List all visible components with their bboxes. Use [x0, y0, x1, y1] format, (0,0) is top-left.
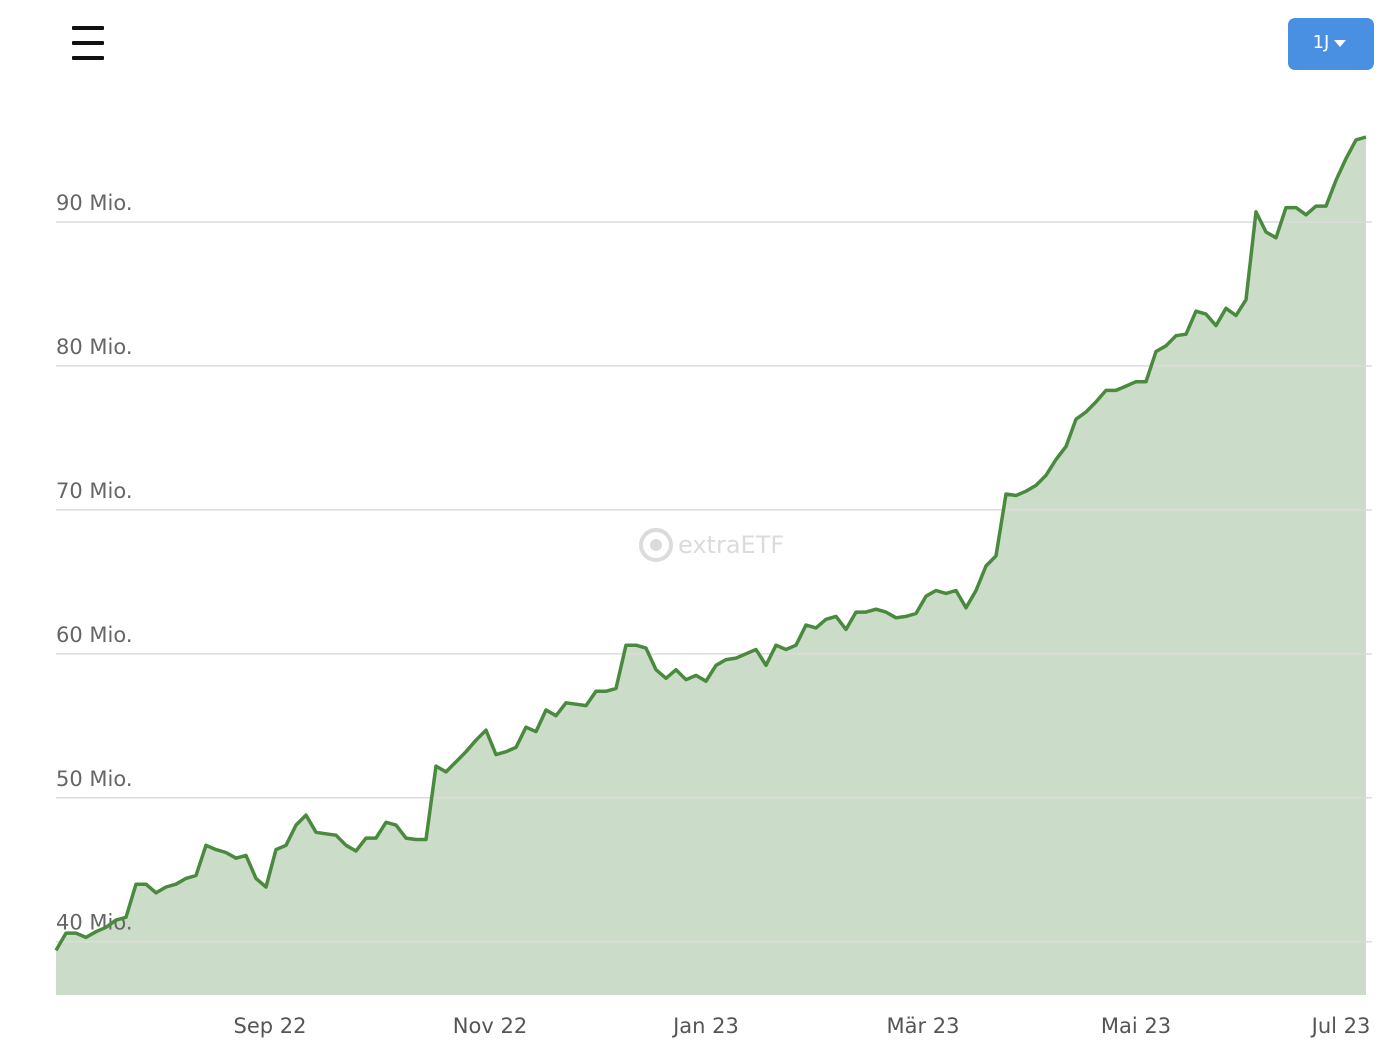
line: [54, 135, 1367, 952]
menu-icon[interactable]: [72, 26, 104, 60]
area: [56, 137, 1366, 995]
menu-bar: [72, 56, 104, 60]
x-tick-label: Nov 22: [453, 1014, 527, 1038]
range-button[interactable]: 1J: [1288, 18, 1374, 70]
x-tick-label: Sep 22: [234, 1014, 307, 1038]
x-tick-label: Jan 23: [671, 1014, 739, 1038]
y-tick-label: 60 Mio.: [56, 623, 133, 647]
menu-bar: [72, 26, 104, 30]
plot: 40 Mio.50 Mio.60 Mio.70 Mio.80 Mio.90 Mi…: [54, 135, 1372, 1038]
watermark-logo: [650, 539, 662, 551]
menu-bar: [72, 41, 104, 45]
y-tick-label: 80 Mio.: [56, 335, 133, 359]
watermark-logo: [639, 528, 673, 562]
x-tick-label: Mai 23: [1101, 1014, 1171, 1038]
x-tick-label: Mär 23: [886, 1014, 959, 1038]
watermark-text: extraETF: [678, 531, 784, 559]
button-bg: [1288, 18, 1374, 70]
button-label: 1J: [1313, 32, 1330, 53]
x-tick-label: Jul 23: [1310, 1014, 1371, 1038]
caret: [1334, 40, 1346, 47]
y-tick-label: 90 Mio.: [56, 191, 133, 215]
y-tick-label: 70 Mio.: [56, 479, 133, 503]
watermark: extraETF: [639, 528, 784, 562]
y-tick-label: 50 Mio.: [56, 767, 133, 791]
